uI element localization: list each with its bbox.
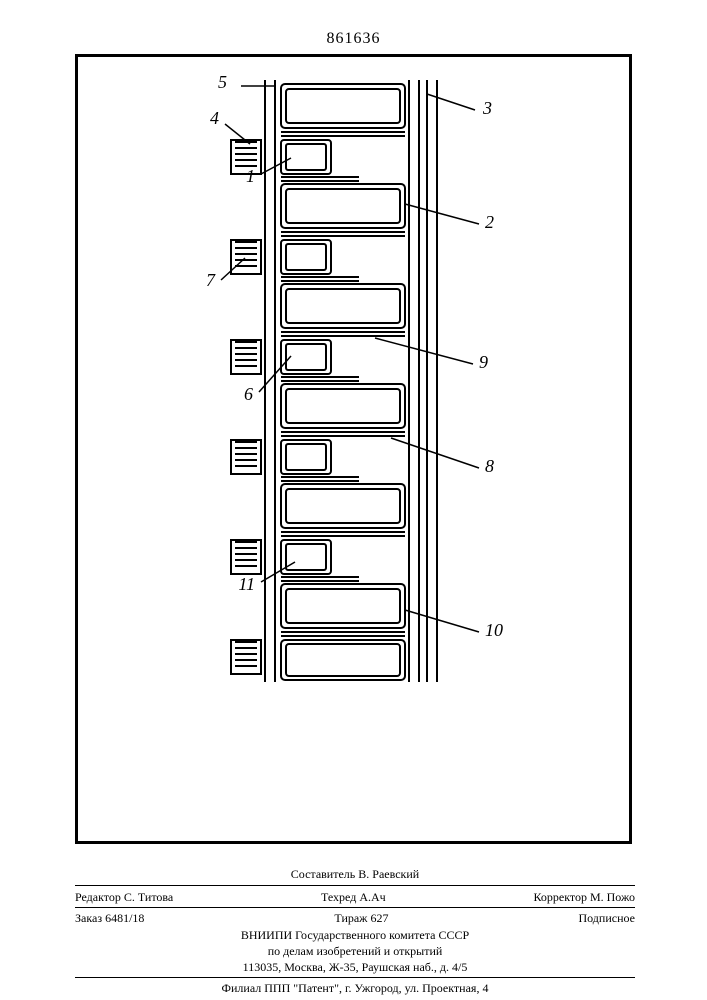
diagram-outer-frame [75,54,632,844]
branch: Филиал ППП "Патент", г. Ужгород, ул. Про… [75,980,635,996]
compiler-label: Составитель [291,867,355,881]
subscription: Подписное [578,910,635,926]
order-no: 6481/18 [105,911,144,925]
org-address: 113035, Москва, Ж-35, Раушская наб., д. … [75,959,635,975]
corrector-label: Корректор [533,890,587,904]
tirazh-label: Тираж [334,911,367,925]
corrector-name: М. Пожо [590,890,635,904]
org-line1: ВНИИПИ Государственного комитета СССР [75,927,635,943]
org-line2: по делам изобретений и открытий [75,943,635,959]
techred-label: Техред [321,890,356,904]
document-number: 861636 [0,30,707,48]
compiler-name: В. Раевский [358,867,419,881]
techred-name: А.Ач [359,890,385,904]
tirazh-no: 627 [370,911,388,925]
editor-name: С. Титова [124,890,173,904]
order-label: Заказ [75,911,102,925]
editor-label: Редактор [75,890,121,904]
footer-block: Составитель В. Раевский Редактор С. Тито… [75,866,635,996]
